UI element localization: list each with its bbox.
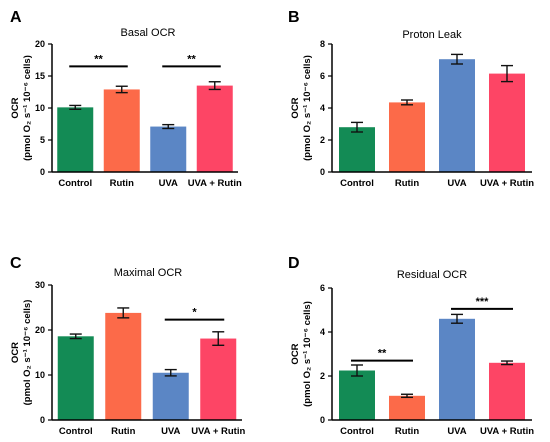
- x-tick-label: Control: [340, 178, 374, 189]
- x-tick-label: Rutin: [395, 178, 419, 189]
- bar-uva-rutin: [489, 362, 525, 420]
- y-axis-label: OCR: [10, 97, 21, 118]
- bar-control: [339, 370, 375, 420]
- y-tick-label: 15: [35, 71, 45, 81]
- y-tick-label: 4: [320, 103, 325, 113]
- chart-title: Proton Leak: [402, 29, 462, 41]
- significance-label: **: [187, 53, 196, 65]
- significance-label: **: [378, 348, 387, 360]
- bar-uva-rutin: [200, 338, 237, 420]
- y-tick-label: 30: [35, 280, 45, 290]
- y-axis-label-units: (pmol O₂ s⁻¹ 10⁻⁶ cells): [302, 301, 313, 407]
- bar-uva-rutin: [489, 73, 525, 172]
- x-tick-label: Rutin: [110, 178, 134, 189]
- y-axis-label-units: (pmol O₂ s⁻¹ 10⁻⁶ cells): [302, 55, 313, 161]
- y-tick-label: 2: [320, 135, 325, 145]
- y-tick-label: 20: [35, 325, 45, 335]
- bar-uva: [439, 318, 475, 420]
- y-tick-label: 0: [40, 167, 45, 177]
- y-axis-label: OCR: [290, 97, 301, 118]
- chart-title: Residual OCR: [397, 269, 467, 281]
- x-tick-label: Control: [58, 178, 92, 189]
- x-tick-label: UVA + Rutin: [191, 426, 245, 437]
- x-tick-label: Control: [59, 426, 93, 437]
- panel-letter: A: [10, 9, 22, 26]
- significance-label: *: [192, 307, 197, 319]
- x-tick-label: UVA + Rutin: [480, 426, 534, 437]
- y-tick-label: 0: [320, 167, 325, 177]
- y-tick-label: 0: [320, 415, 325, 425]
- y-axis-label: OCR: [10, 342, 21, 363]
- x-tick-label: UVA + Rutin: [188, 178, 242, 189]
- y-tick-label: 6: [320, 71, 325, 81]
- bar-rutin: [103, 89, 140, 172]
- y-tick-label: 4: [320, 327, 325, 337]
- bar-control: [57, 107, 94, 172]
- x-tick-label: Control: [340, 426, 374, 437]
- y-tick-label: 2: [320, 371, 325, 381]
- bar-control: [57, 336, 94, 420]
- x-tick-label: UVA: [447, 178, 466, 189]
- chart-title: Basal OCR: [120, 27, 175, 39]
- panel-letter: C: [10, 255, 22, 272]
- y-axis-label-units: (pmol O₂ s⁻¹ 10⁻⁶ cells): [22, 300, 33, 406]
- x-tick-label: UVA + Rutin: [480, 178, 534, 189]
- y-tick-label: 0: [40, 415, 45, 425]
- x-tick-label: UVA: [447, 426, 466, 437]
- bar-rutin: [105, 312, 142, 420]
- bar-rutin: [389, 395, 425, 420]
- y-tick-label: 10: [35, 370, 45, 380]
- bar-uva: [152, 372, 189, 420]
- y-tick-label: 20: [35, 39, 45, 49]
- x-tick-label: Rutin: [111, 426, 135, 437]
- y-tick-label: 8: [320, 39, 325, 49]
- significance-label: **: [94, 53, 103, 65]
- y-axis-label-units: (pmol O₂ s⁻¹ 10⁻⁶ cells): [22, 55, 33, 161]
- y-axis-label: OCR: [290, 343, 301, 364]
- bar-rutin: [389, 102, 425, 172]
- x-tick-label: UVA: [161, 426, 180, 437]
- panel-letter: B: [288, 9, 300, 26]
- bar-control: [339, 127, 375, 172]
- bar-uva: [439, 59, 475, 173]
- y-tick-label: 10: [35, 103, 45, 113]
- bar-uva: [150, 126, 187, 172]
- y-tick-label: 5: [40, 135, 45, 145]
- y-tick-label: 6: [320, 283, 325, 293]
- chart-title: Maximal OCR: [114, 267, 183, 279]
- x-tick-label: UVA: [159, 178, 178, 189]
- panel-letter: D: [288, 255, 300, 272]
- bar-uva-rutin: [196, 85, 233, 172]
- significance-label: ***: [476, 296, 490, 308]
- x-tick-label: Rutin: [395, 426, 419, 437]
